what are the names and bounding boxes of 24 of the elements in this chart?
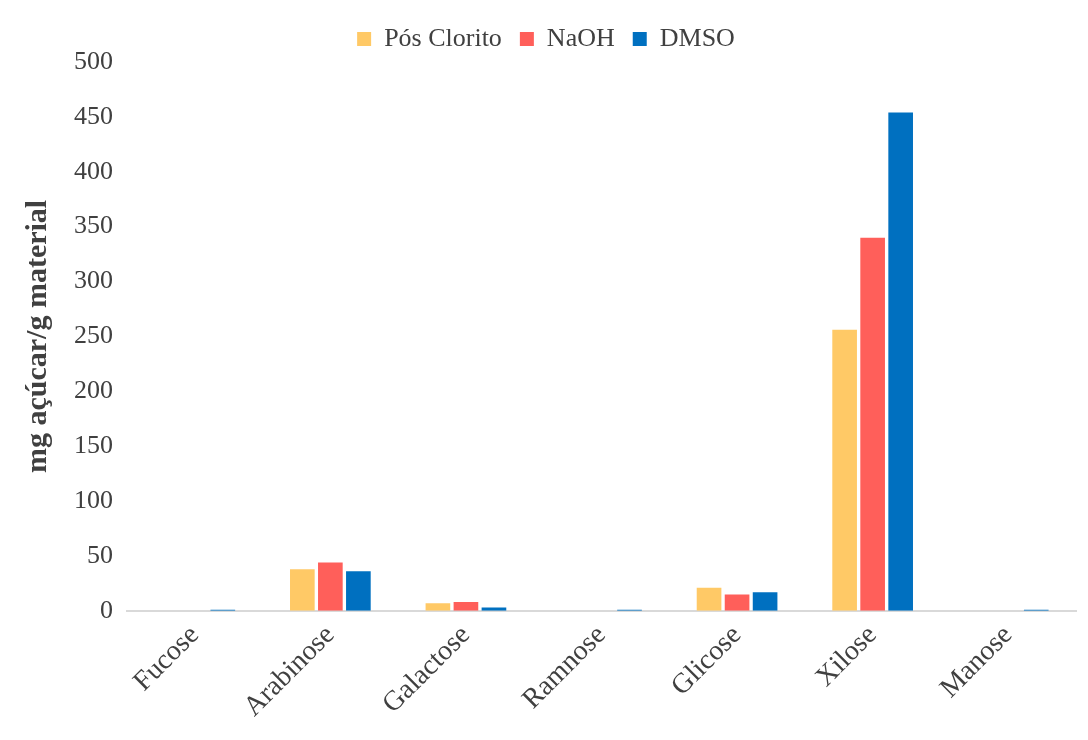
legend-label: DMSO [659, 22, 735, 52]
y-tick-label: 500 [74, 45, 113, 75]
bar [860, 237, 885, 611]
y-tick-label: 450 [74, 100, 113, 130]
bar [832, 329, 857, 611]
y-tick-label: 350 [74, 210, 113, 240]
y-tick-label: 250 [74, 320, 113, 350]
bar [752, 592, 778, 611]
y-tick-label: 400 [74, 155, 113, 185]
legend-label: NaOH [546, 22, 615, 52]
y-tick-label: 0 [100, 594, 113, 624]
y-tick-label: 50 [87, 539, 113, 569]
y-tick-label: 200 [74, 375, 113, 405]
bar [346, 571, 371, 611]
bar [888, 112, 913, 611]
y-axis-title: mg açúcar/g material [18, 199, 52, 474]
bar [290, 569, 315, 611]
bar [696, 587, 722, 611]
y-tick-label: 150 [74, 430, 113, 460]
y-tick-label: 100 [74, 484, 113, 514]
y-tick-label: 300 [74, 265, 113, 295]
bar [724, 594, 750, 611]
bar [318, 562, 343, 611]
legend-label: Pós Clorito [384, 22, 502, 52]
